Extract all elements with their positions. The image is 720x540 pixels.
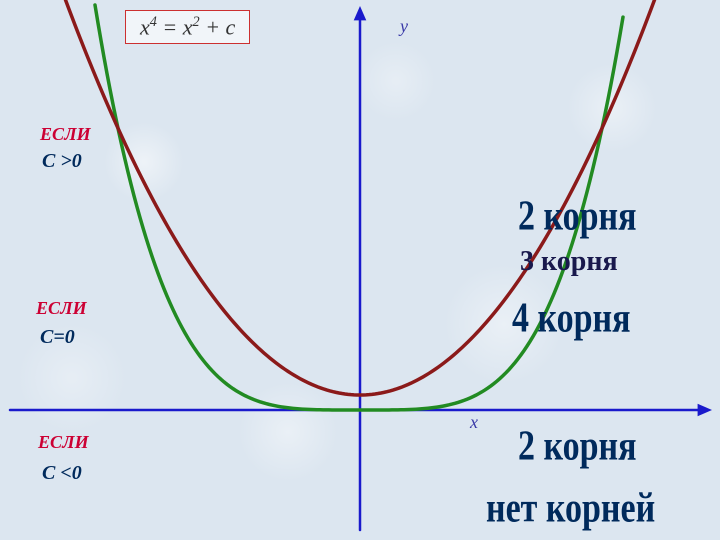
roots-label-4: нет корней <box>486 485 655 533</box>
y-axis-label: y <box>400 16 408 37</box>
roots-label-1: 3 корня <box>520 246 618 278</box>
roots-label-3: 2 корня <box>518 423 637 471</box>
condition-expr-1: C=0 <box>40 326 75 349</box>
condition-expr-2: C <0 <box>42 462 82 485</box>
x-axis-label: x <box>470 412 478 433</box>
roots-label-2: 4 корня <box>512 295 631 343</box>
condition-word-2: ЕСЛИ <box>38 432 89 453</box>
equation-box: x4 = x2 + c <box>125 10 250 44</box>
condition-expr-0: C >0 <box>42 150 82 173</box>
condition-word-0: ЕСЛИ <box>40 124 91 145</box>
roots-label-0: 2 корня <box>518 193 637 241</box>
condition-word-1: ЕСЛИ <box>36 298 87 319</box>
